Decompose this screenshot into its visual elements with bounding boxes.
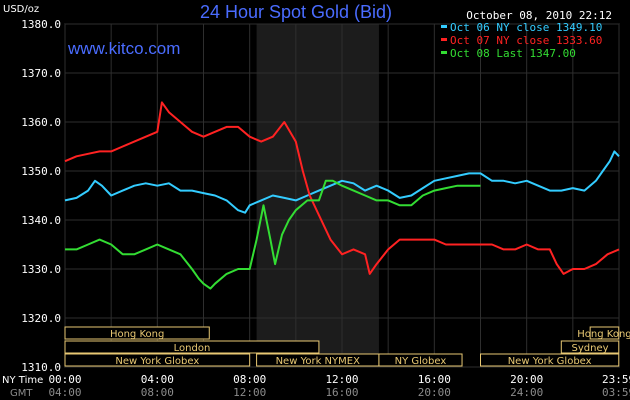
x-tick-label-ny: 20:00 [510,373,543,386]
x-tick-label-ny: 12:00 [325,373,358,386]
market-session-bar [560,340,620,354]
chart-title: 24 Hour Spot Gold (Bid) [200,2,392,22]
series-line [64,101,620,275]
legend-entry: Oct 07 NY close 1333.60 [450,34,602,47]
timestamp: October 08, 2010 22:12 [466,9,612,22]
market-session-label: London [174,343,211,354]
y-tick-label: 1370.0 [21,67,61,80]
x-tick-label-gmt: 03:59 [602,386,630,399]
y-axis-unit: USD/oz [3,4,39,15]
ny-time-label: NY Time [2,375,43,386]
y-tick-label: 1380.0 [21,18,61,31]
x-tick-label-ny: 08:00 [233,373,266,386]
legend-swatch [441,25,447,28]
legend-swatch [441,38,447,41]
market-session-label: Hong Kong [110,329,164,340]
market-session-bar [64,353,251,367]
market-session-bar [378,353,463,367]
series-line [65,179,481,290]
x-tick-label-ny: 16:00 [418,373,451,386]
x-tick-label-gmt: 20:00 [418,386,451,399]
x-tick-label-ny: 23:59 [602,373,630,386]
x-tick-label-gmt: 24:00 [510,386,543,399]
market-session-label: New York Globex [115,356,199,367]
market-session-bar [64,340,320,354]
x-tick-label-gmt: 04:00 [48,386,81,399]
market-session-bar [480,353,620,367]
x-tick-label-ny: 00:00 [48,373,81,386]
x-tick-label-gmt: 12:00 [233,386,266,399]
brand-watermark: www.kitco.com [67,39,180,58]
y-tick-label: 1320.0 [21,312,61,325]
x-tick-label-gmt: 08:00 [141,386,174,399]
market-session-bars: Hong Kong Hong Kong London Sydney New York G… [64,326,630,367]
market-session-label: NY Globex [395,356,447,367]
market-session-label: New York Globex [508,356,592,367]
series-line [64,150,620,214]
market-session-label: Hong Kong [577,329,630,340]
y-tick-label: 1310.0 [21,361,61,374]
legend-entry: Oct 08 Last 1347.00 [450,47,576,60]
legend-entry: Oct 06 NY close 1349.10 [450,21,602,34]
market-session-bar [589,326,620,340]
market-session-label: Sydney [572,343,609,354]
y-tick-label: 1360.0 [21,116,61,129]
y-tick-label: 1350.0 [21,165,61,178]
series-lines [64,101,620,290]
x-tick-label-gmt: 16:00 [325,386,358,399]
y-tick-label: 1340.0 [21,214,61,227]
market-session-label: New York NYMEX [276,356,361,367]
market-session-bar [64,326,210,340]
x-axis: 00:0004:0004:0008:0008:0012:0012:0016:00… [48,373,630,399]
grid [64,23,620,368]
y-axis: 1310.0 1320.0 1330.0 1340.0 1350.0 1360.0 1370… [21,18,61,374]
x-tick-label-ny: 04:00 [141,373,174,386]
gmt-label: GMT [10,388,33,399]
y-tick-label: 1330.0 [21,263,61,276]
legend-swatch [441,51,447,54]
